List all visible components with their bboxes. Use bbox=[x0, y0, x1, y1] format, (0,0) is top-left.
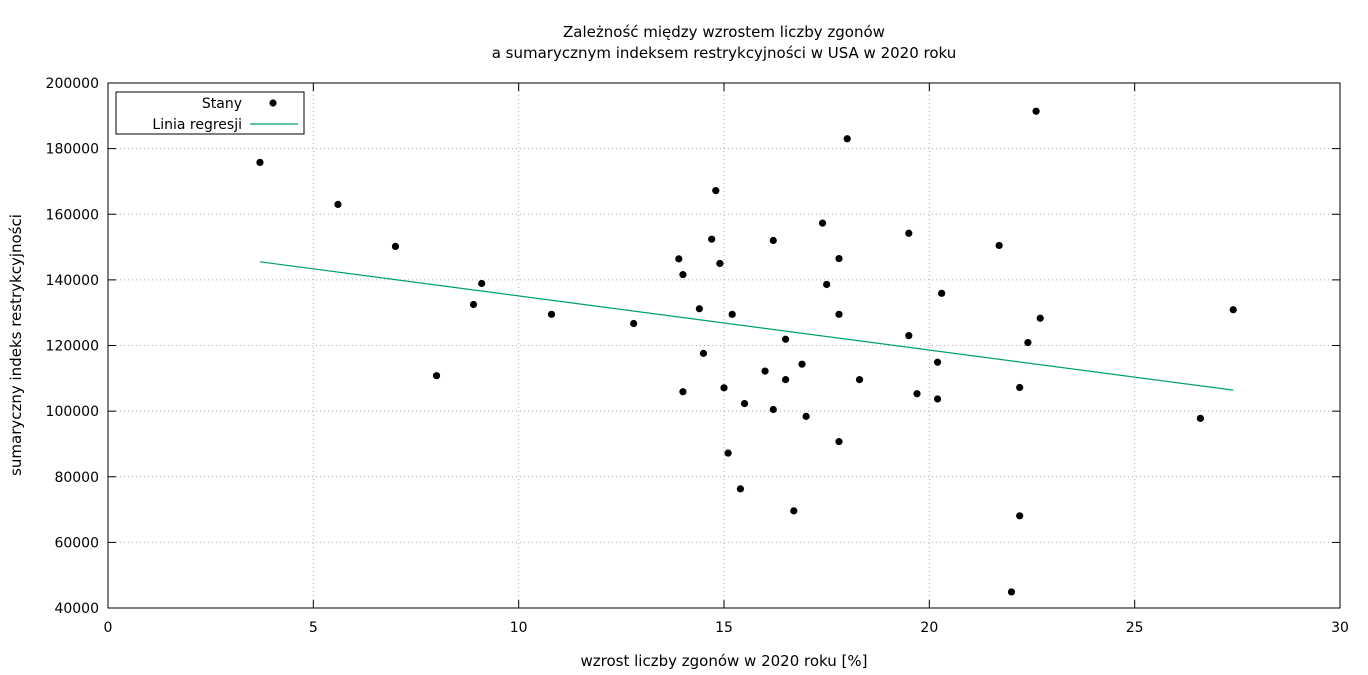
legend-box bbox=[115, 91, 305, 135]
x-tick-label: 5 bbox=[309, 620, 318, 636]
legend: Stany Linia regresji bbox=[115, 91, 305, 135]
data-point bbox=[675, 255, 683, 263]
data-point bbox=[1032, 107, 1040, 115]
y-tick-label: 200000 bbox=[46, 76, 99, 92]
data-point bbox=[802, 412, 810, 420]
data-point bbox=[1024, 338, 1032, 347]
data-point bbox=[913, 390, 921, 398]
x-tick-label: 30 bbox=[1331, 620, 1349, 636]
data-point bbox=[761, 367, 769, 375]
data-point bbox=[716, 259, 724, 268]
y-axis-label: sumaryczny indeks restrykcyjności bbox=[7, 214, 25, 476]
data-point bbox=[933, 395, 942, 403]
y-tick-label: 140000 bbox=[46, 273, 99, 289]
x-tick-label: 10 bbox=[510, 620, 528, 636]
y-tick-label: 160000 bbox=[46, 207, 99, 223]
data-point bbox=[938, 289, 946, 297]
data-point bbox=[1036, 314, 1044, 322]
chart-title-line-2: a sumarycznym indeksem restrykcyjności w… bbox=[492, 44, 957, 62]
data-point bbox=[334, 200, 342, 209]
y-tick-label: 100000 bbox=[46, 404, 99, 420]
data-point bbox=[1196, 414, 1204, 422]
legend-marker-points bbox=[269, 99, 277, 107]
data-point bbox=[835, 438, 843, 446]
x-tick-label: 20 bbox=[920, 620, 938, 636]
data-point bbox=[1016, 383, 1024, 392]
data-point bbox=[823, 280, 831, 289]
y-tick-label: 60000 bbox=[54, 535, 99, 551]
y-tick-label: 40000 bbox=[54, 601, 99, 617]
grid bbox=[108, 83, 1340, 608]
data-point bbox=[728, 310, 736, 318]
data-point bbox=[740, 399, 749, 408]
data-point bbox=[769, 405, 777, 414]
data-point bbox=[1229, 306, 1237, 314]
data-point bbox=[724, 449, 732, 457]
data-point bbox=[256, 158, 264, 167]
data-point bbox=[695, 305, 703, 313]
y-tick-label: 120000 bbox=[46, 339, 99, 355]
chart-title-line-1: Zależność między wzrostem liczby zgonów bbox=[563, 23, 885, 41]
y-tick-label: 80000 bbox=[54, 470, 99, 486]
data-point bbox=[769, 236, 777, 245]
x-tick-label: 15 bbox=[715, 620, 733, 636]
legend-label-regression: Linia regresji bbox=[152, 117, 242, 133]
data-point bbox=[630, 319, 638, 328]
x-tick-label: 25 bbox=[1126, 620, 1144, 636]
data-point bbox=[835, 254, 843, 263]
data-point bbox=[782, 335, 790, 343]
data-point bbox=[995, 241, 1003, 250]
data-point bbox=[818, 219, 827, 227]
x-tick-label: 0 bbox=[104, 620, 113, 636]
data-point bbox=[679, 271, 687, 279]
data-point bbox=[478, 279, 486, 288]
x-axis-label: wzrost liczby zgonów w 2020 roku [%] bbox=[581, 652, 868, 670]
data-point bbox=[547, 310, 556, 318]
points-layer bbox=[256, 107, 1237, 596]
data-point bbox=[1016, 512, 1024, 520]
data-point bbox=[391, 242, 400, 251]
data-point bbox=[699, 349, 708, 357]
data-point bbox=[790, 507, 798, 515]
data-point bbox=[712, 187, 720, 195]
data-point bbox=[905, 332, 913, 340]
ticks: 0 5 10 15 20 25 30 40000 60000 80000 100000 120000 1… bbox=[46, 76, 1349, 636]
y-tick-label: 180000 bbox=[46, 142, 99, 158]
data-point bbox=[843, 135, 851, 143]
data-point bbox=[469, 300, 478, 309]
legend-label-points: Stany bbox=[202, 96, 242, 112]
data-point bbox=[835, 310, 843, 318]
data-point bbox=[782, 376, 790, 384]
regression-layer bbox=[259, 261, 1234, 391]
data-point bbox=[933, 358, 942, 366]
data-point bbox=[1007, 588, 1016, 596]
regression-line bbox=[259, 261, 1234, 391]
data-point bbox=[855, 376, 864, 384]
data-point bbox=[679, 388, 687, 396]
data-point bbox=[798, 360, 806, 368]
data-point bbox=[708, 235, 716, 243]
data-point bbox=[905, 229, 913, 237]
data-point bbox=[720, 384, 728, 392]
data-point bbox=[736, 485, 745, 493]
data-point bbox=[432, 372, 441, 380]
